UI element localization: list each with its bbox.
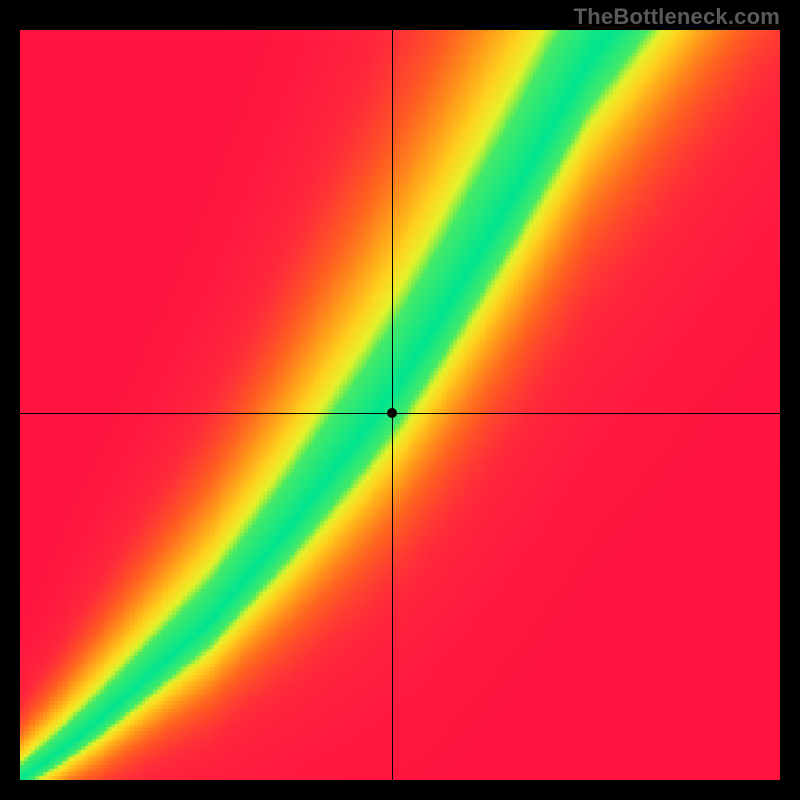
chart-frame: TheBottleneck.com [0, 0, 800, 800]
watermark-text: TheBottleneck.com [574, 4, 780, 30]
crosshair-horizontal [20, 413, 780, 414]
marker-dot [387, 408, 397, 418]
plot-area [20, 30, 780, 780]
heatmap-canvas [20, 30, 780, 780]
crosshair-vertical [392, 30, 393, 780]
